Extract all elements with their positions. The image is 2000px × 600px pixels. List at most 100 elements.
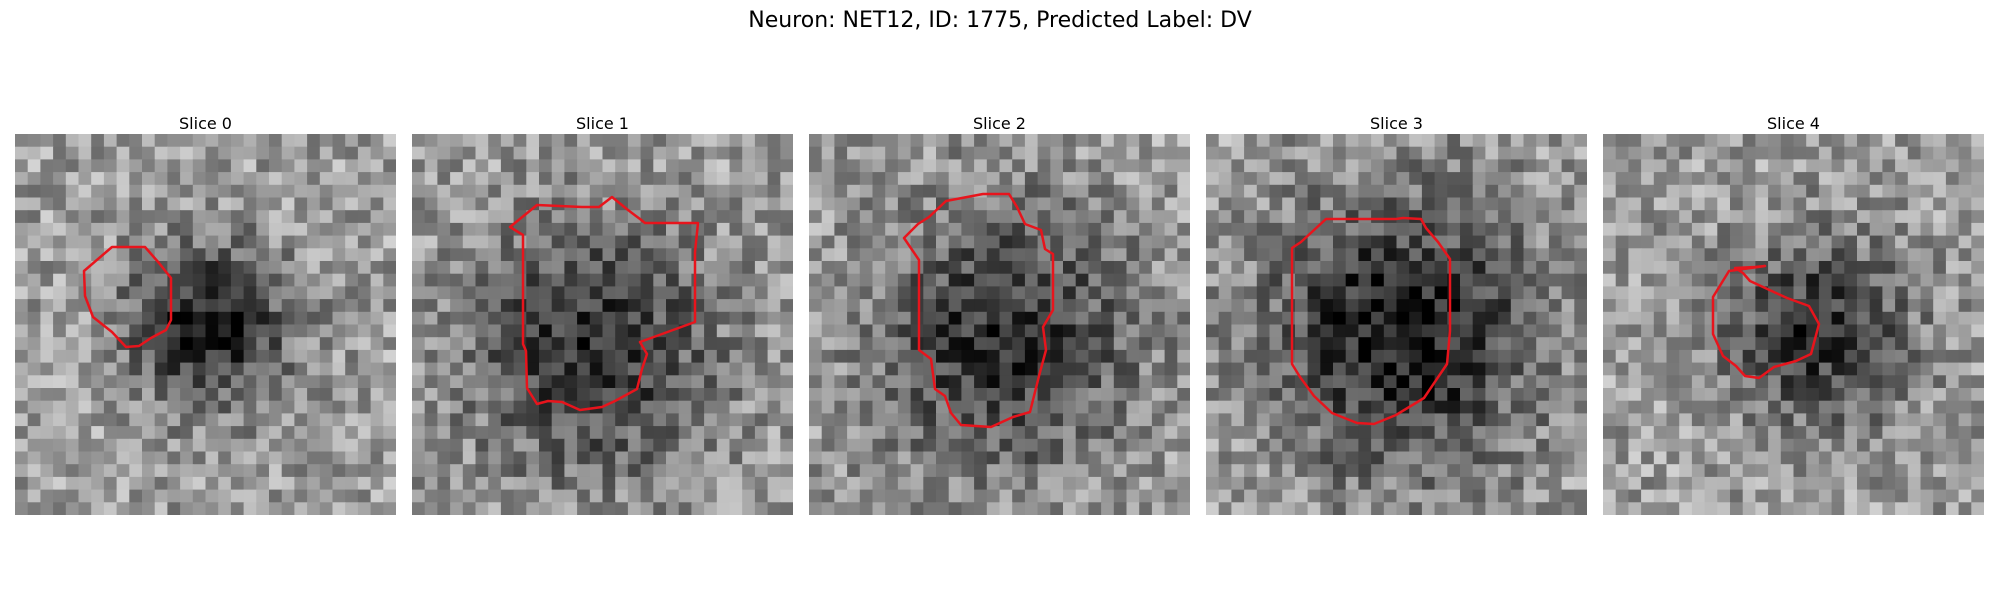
pixel-cell bbox=[1307, 451, 1321, 465]
pixel-cell bbox=[602, 375, 616, 389]
pixel-cell bbox=[1177, 172, 1190, 186]
pixel-cell bbox=[564, 438, 578, 453]
pixel-cell bbox=[383, 299, 396, 313]
pixel-cell bbox=[1704, 413, 1718, 427]
pixel-cell bbox=[1460, 388, 1474, 402]
pixel-cell bbox=[678, 464, 692, 478]
pixel-cell bbox=[1358, 134, 1372, 148]
pixel-cell bbox=[1113, 146, 1128, 160]
pixel-cell bbox=[1933, 159, 1947, 173]
pixel-cell bbox=[1472, 349, 1486, 364]
pixel-cell bbox=[1177, 273, 1190, 287]
pixel-cell bbox=[357, 413, 372, 427]
pixel-cell bbox=[974, 286, 988, 300]
pixel-cell bbox=[1012, 476, 1026, 491]
pixel-cell bbox=[269, 476, 283, 491]
pixel-cell bbox=[281, 451, 295, 465]
pixel-cell bbox=[1231, 248, 1245, 262]
pixel-cell bbox=[167, 438, 181, 453]
pixel-cell bbox=[1869, 184, 1883, 199]
pixel-cell bbox=[1933, 286, 1947, 300]
pixel-cell bbox=[885, 134, 899, 148]
pixel-cell bbox=[412, 273, 426, 287]
pixel-cell bbox=[767, 235, 781, 249]
pixel-cell bbox=[678, 159, 692, 173]
pixel-cell bbox=[1717, 235, 1731, 249]
pixel-cell bbox=[475, 413, 489, 427]
pixel-cell bbox=[53, 248, 67, 262]
pixel-cell bbox=[281, 235, 295, 249]
pixel-cell bbox=[281, 311, 295, 326]
pixel-cell bbox=[1548, 426, 1563, 440]
pixel-cell bbox=[1857, 400, 1871, 414]
pixel-cell bbox=[15, 388, 29, 402]
pixel-cell bbox=[78, 134, 92, 148]
pixel-cell bbox=[1971, 451, 1984, 465]
pixel-cell bbox=[1206, 210, 1220, 224]
pixel-cell bbox=[961, 349, 975, 364]
pixel-cell bbox=[1548, 286, 1563, 300]
pixel-cell bbox=[1561, 273, 1575, 287]
pixel-cell bbox=[103, 451, 118, 465]
pixel-cell bbox=[78, 324, 92, 338]
pixel-cell bbox=[370, 426, 384, 440]
pixel-cell bbox=[1882, 489, 1896, 503]
pixel-cell bbox=[307, 184, 321, 199]
pixel-cell bbox=[475, 388, 489, 402]
pixel-cell bbox=[1037, 413, 1051, 427]
pixel-cell bbox=[1472, 438, 1486, 453]
pixel-cell bbox=[754, 184, 769, 199]
pixel-cell bbox=[640, 311, 654, 326]
pixel-cell bbox=[577, 476, 591, 491]
pixel-cell bbox=[307, 146, 321, 160]
pixel-cell bbox=[91, 375, 105, 389]
pixel-cell bbox=[488, 375, 502, 389]
pixel-cell bbox=[704, 311, 718, 326]
pixel-cell bbox=[1831, 464, 1845, 478]
pixel-cell bbox=[1294, 248, 1309, 262]
pixel-cell bbox=[1371, 438, 1385, 453]
pixel-cell bbox=[1371, 210, 1385, 224]
pixel-cell bbox=[218, 311, 232, 326]
pixel-cell bbox=[1691, 299, 1706, 313]
pixel-cell bbox=[332, 286, 346, 300]
pixel-cell bbox=[1548, 197, 1563, 211]
pixel-cell bbox=[1333, 146, 1347, 160]
pixel-cell bbox=[872, 502, 886, 515]
pixel-cell bbox=[602, 324, 616, 338]
pixel-cell bbox=[1075, 134, 1089, 148]
pixel-cell bbox=[256, 413, 270, 427]
pixel-cell bbox=[1294, 324, 1309, 338]
pixel-cell bbox=[847, 134, 861, 148]
pixel-cell bbox=[1548, 349, 1563, 364]
pixel-cell bbox=[116, 210, 130, 224]
pixel-cell bbox=[1920, 502, 1934, 515]
pixel-cell bbox=[437, 134, 451, 148]
pixel-cell bbox=[15, 489, 29, 503]
pixel-cell bbox=[1333, 159, 1347, 173]
pixel-cell bbox=[1945, 159, 1960, 173]
pixel-cell bbox=[1641, 362, 1655, 376]
pixel-cell bbox=[1164, 502, 1178, 515]
pixel-cell bbox=[1485, 451, 1499, 465]
pixel-cell bbox=[1818, 299, 1833, 313]
pixel-cell bbox=[716, 438, 731, 453]
pixel-cell bbox=[872, 172, 886, 186]
pixel-cell bbox=[1869, 362, 1883, 376]
pixel-cell bbox=[1603, 400, 1617, 414]
pixel-cell bbox=[923, 464, 937, 478]
pixel-cell bbox=[923, 286, 937, 300]
pixel-cell bbox=[872, 337, 886, 351]
pixel-cell bbox=[1075, 464, 1089, 478]
pixel-cell bbox=[1126, 248, 1140, 262]
pixel-cell bbox=[1561, 146, 1575, 160]
pixel-cell bbox=[716, 400, 731, 414]
pixel-cell bbox=[847, 159, 861, 173]
pixel-cell bbox=[1907, 159, 1922, 173]
pixel-cell bbox=[1371, 464, 1385, 478]
pixel-cell bbox=[666, 464, 680, 478]
pixel-cell bbox=[319, 502, 334, 515]
pixel-cell bbox=[551, 159, 565, 173]
pixel-cell bbox=[1831, 476, 1845, 491]
pixel-cell bbox=[180, 400, 194, 414]
